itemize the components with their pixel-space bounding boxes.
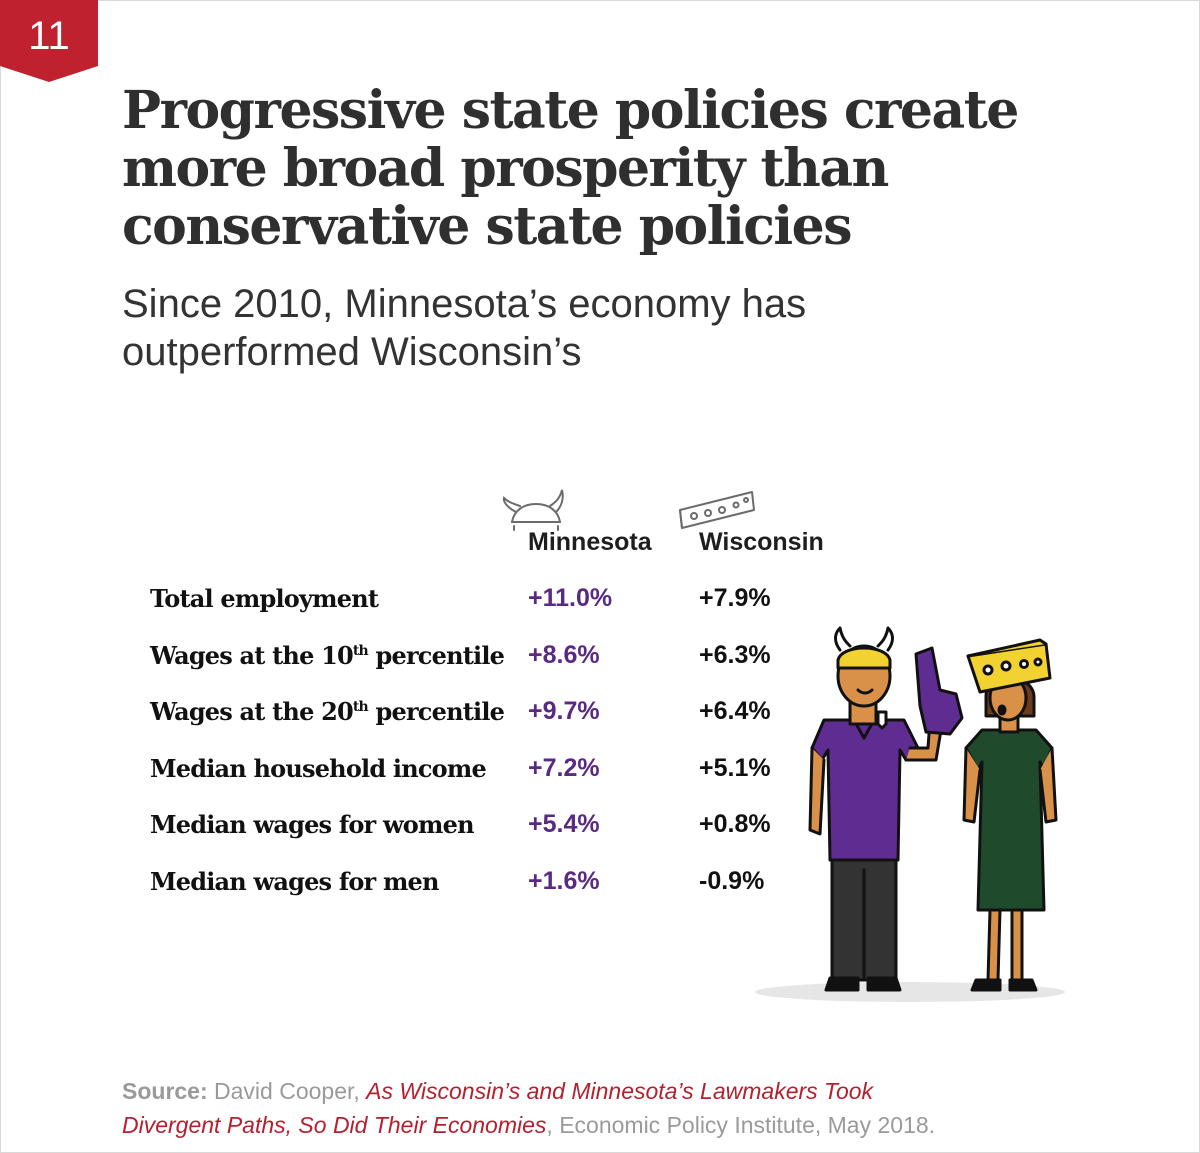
wisconsin-value: +6.4% <box>699 697 771 725</box>
table-row: Wages at the 20th percentile +9.7% +6.4% <box>0 697 800 753</box>
row-label-tail: percentile <box>367 640 505 670</box>
wisconsin-value: +0.8% <box>699 810 771 838</box>
table-row: Median household income +7.2% +5.1% <box>0 754 800 810</box>
column-header-wisconsin: Wisconsin <box>699 528 824 556</box>
wisconsin-value: +5.1% <box>699 753 771 782</box>
source-author: David Cooper, <box>207 1078 367 1104</box>
wisconsin-value: -0.9% <box>699 866 765 895</box>
row-label-text: Median wages for women <box>150 810 475 839</box>
row-label-text: Total employment <box>150 584 379 613</box>
row-label: Median household income <box>150 753 487 783</box>
table-row: Median wages for women +5.4% +0.8% <box>0 810 800 866</box>
row-label-tail: percentile <box>367 697 505 726</box>
minnesota-value: +1.6% <box>528 866 600 895</box>
row-label-text: Median wages for men <box>150 866 439 896</box>
badge-ribbon-shape <box>0 0 98 82</box>
minnesota-value: +9.7% <box>528 697 600 725</box>
wisconsin-value: +7.9% <box>699 584 771 612</box>
page-number-badge: 11 <box>0 0 98 82</box>
minnesota-value: +8.6% <box>528 640 600 669</box>
row-label: Wages at the 10th percentile <box>150 640 505 670</box>
wisconsin-fan-figure <box>962 638 1058 992</box>
row-label-text: Wages at the 10 <box>150 640 354 670</box>
page-title: Progressive state policies create more b… <box>122 80 1019 257</box>
page-subtitle: Since 2010, Minnesota’s economy has outp… <box>122 282 807 374</box>
table-row: Median wages for men +1.6% -0.9% <box>0 867 800 923</box>
minnesota-value: +5.4% <box>528 810 600 838</box>
row-label: Median wages for men <box>150 867 439 896</box>
row-label: Wages at the 20th percentile <box>150 697 505 726</box>
source-title-link-line1[interactable]: As Wisconsin’s and Minnesota’s Lawmakers… <box>366 1078 874 1104</box>
fans-illustration <box>755 626 1065 1002</box>
source-publisher: , Economic Policy Institute, May 2018. <box>546 1112 936 1138</box>
minnesota-value: +11.0% <box>528 584 613 612</box>
row-label-text: Wages at the 20 <box>150 697 354 726</box>
wisconsin-value: +6.3% <box>699 640 771 669</box>
table-row: Wages at the 10th percentile +8.6% +6.3% <box>0 641 800 697</box>
source-label: Source: <box>122 1078 208 1104</box>
row-label-ordinal: th <box>352 642 369 659</box>
row-label-ordinal: th <box>352 699 369 715</box>
column-header-minnesota: Minnesota <box>528 528 652 556</box>
viking-helmet-icon <box>502 489 564 531</box>
source-citation: Source: David Cooper, As Wisconsin’s and… <box>122 1074 1122 1142</box>
minnesota-fan-figure <box>808 626 964 992</box>
source-title-link-line2[interactable]: Divergent Paths, So Did Their Economies <box>122 1112 547 1138</box>
cheese-wedge-icon <box>679 491 755 529</box>
minnesota-value: +7.2% <box>528 753 600 782</box>
row-label: Median wages for women <box>150 810 475 839</box>
row-label: Total employment <box>150 584 379 613</box>
table-row: Total employment +11.0% +7.9% <box>0 584 800 640</box>
page-number: 11 <box>28 14 70 58</box>
row-label-text: Median household income <box>150 753 487 783</box>
